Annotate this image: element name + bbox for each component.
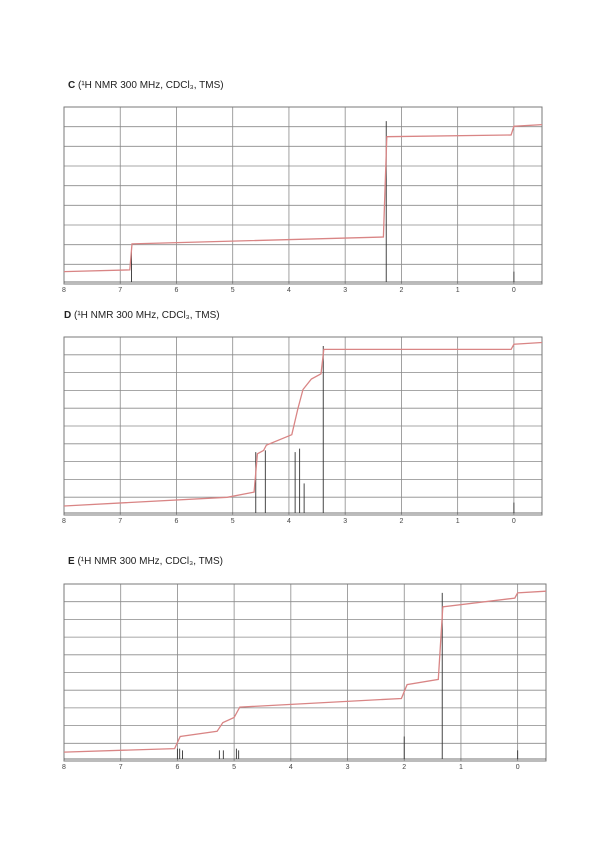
x-tick-label: 4: [287, 518, 291, 525]
spectrum-title-d: D (¹H NMR 300 MHz, CDCl₃, TMS): [64, 310, 220, 321]
spectrum-conditions: (¹H NMR 300 MHz, CDCl₃, TMS): [77, 556, 224, 567]
x-tick-label: 6: [175, 518, 179, 525]
x-tick-label: 3: [343, 518, 347, 525]
x-tick-label: 5: [232, 764, 236, 771]
x-tick-label: 1: [456, 518, 460, 525]
x-tick-label: 8: [62, 518, 66, 525]
x-tick-label: 7: [118, 287, 122, 294]
spectrum-conditions: (¹H NMR 300 MHz, CDCl₃, TMS): [78, 80, 224, 91]
x-tick-label: 3: [346, 764, 350, 771]
nmr-spectrum-c: 8 7 6 5 4 3 2 1 0: [62, 106, 543, 294]
plot-frame: [63, 583, 547, 762]
x-tick-label: 0: [516, 764, 520, 771]
x-tick-label: 2: [402, 764, 406, 771]
x-tick-label: 6: [175, 287, 179, 294]
x-tick-label: 0: [512, 518, 516, 525]
integral-curve: [63, 590, 547, 753]
x-tick-label: 8: [62, 287, 66, 294]
x-tick-label: 7: [118, 518, 122, 525]
spectrum-conditions: (¹H NMR 300 MHz, CDCl₃, TMS): [74, 310, 220, 321]
integral-curve: [63, 341, 543, 507]
x-tick-label: 1: [459, 764, 463, 771]
x-tick-label: 7: [119, 764, 123, 771]
spectrum-letter: C: [68, 80, 76, 91]
x-tick-label: 8: [62, 764, 66, 771]
x-tick-label: 3: [343, 287, 347, 294]
x-tick-label: 6: [175, 764, 179, 771]
x-tick-label: 5: [231, 518, 235, 525]
x-tick-label: 2: [399, 518, 403, 525]
x-tick-label: 5: [231, 287, 235, 294]
spectrum-letter: D: [64, 310, 72, 321]
x-tick-label: 4: [289, 764, 293, 771]
x-tick-label: 2: [399, 287, 403, 294]
plot-frame: [63, 336, 543, 516]
nmr-spectrum-d: 8 7 6 5 4 3 2 1 0: [62, 336, 543, 525]
x-tick-label: 1: [456, 287, 460, 294]
nmr-spectrum-e: 8 7 6 5 4 3 2 1 0: [62, 583, 547, 771]
spectrum-title-e: E (¹H NMR 300 MHz, CDCl₃, TMS): [68, 556, 223, 567]
spectrum-letter: E: [68, 556, 75, 567]
x-tick-label: 0: [512, 287, 516, 294]
integral-curve: [63, 123, 543, 273]
plot-frame: [63, 106, 543, 285]
x-tick-label: 4: [287, 287, 291, 294]
spectrum-title-c: C (¹H NMR 300 MHz, CDCl₃, TMS): [68, 80, 224, 91]
